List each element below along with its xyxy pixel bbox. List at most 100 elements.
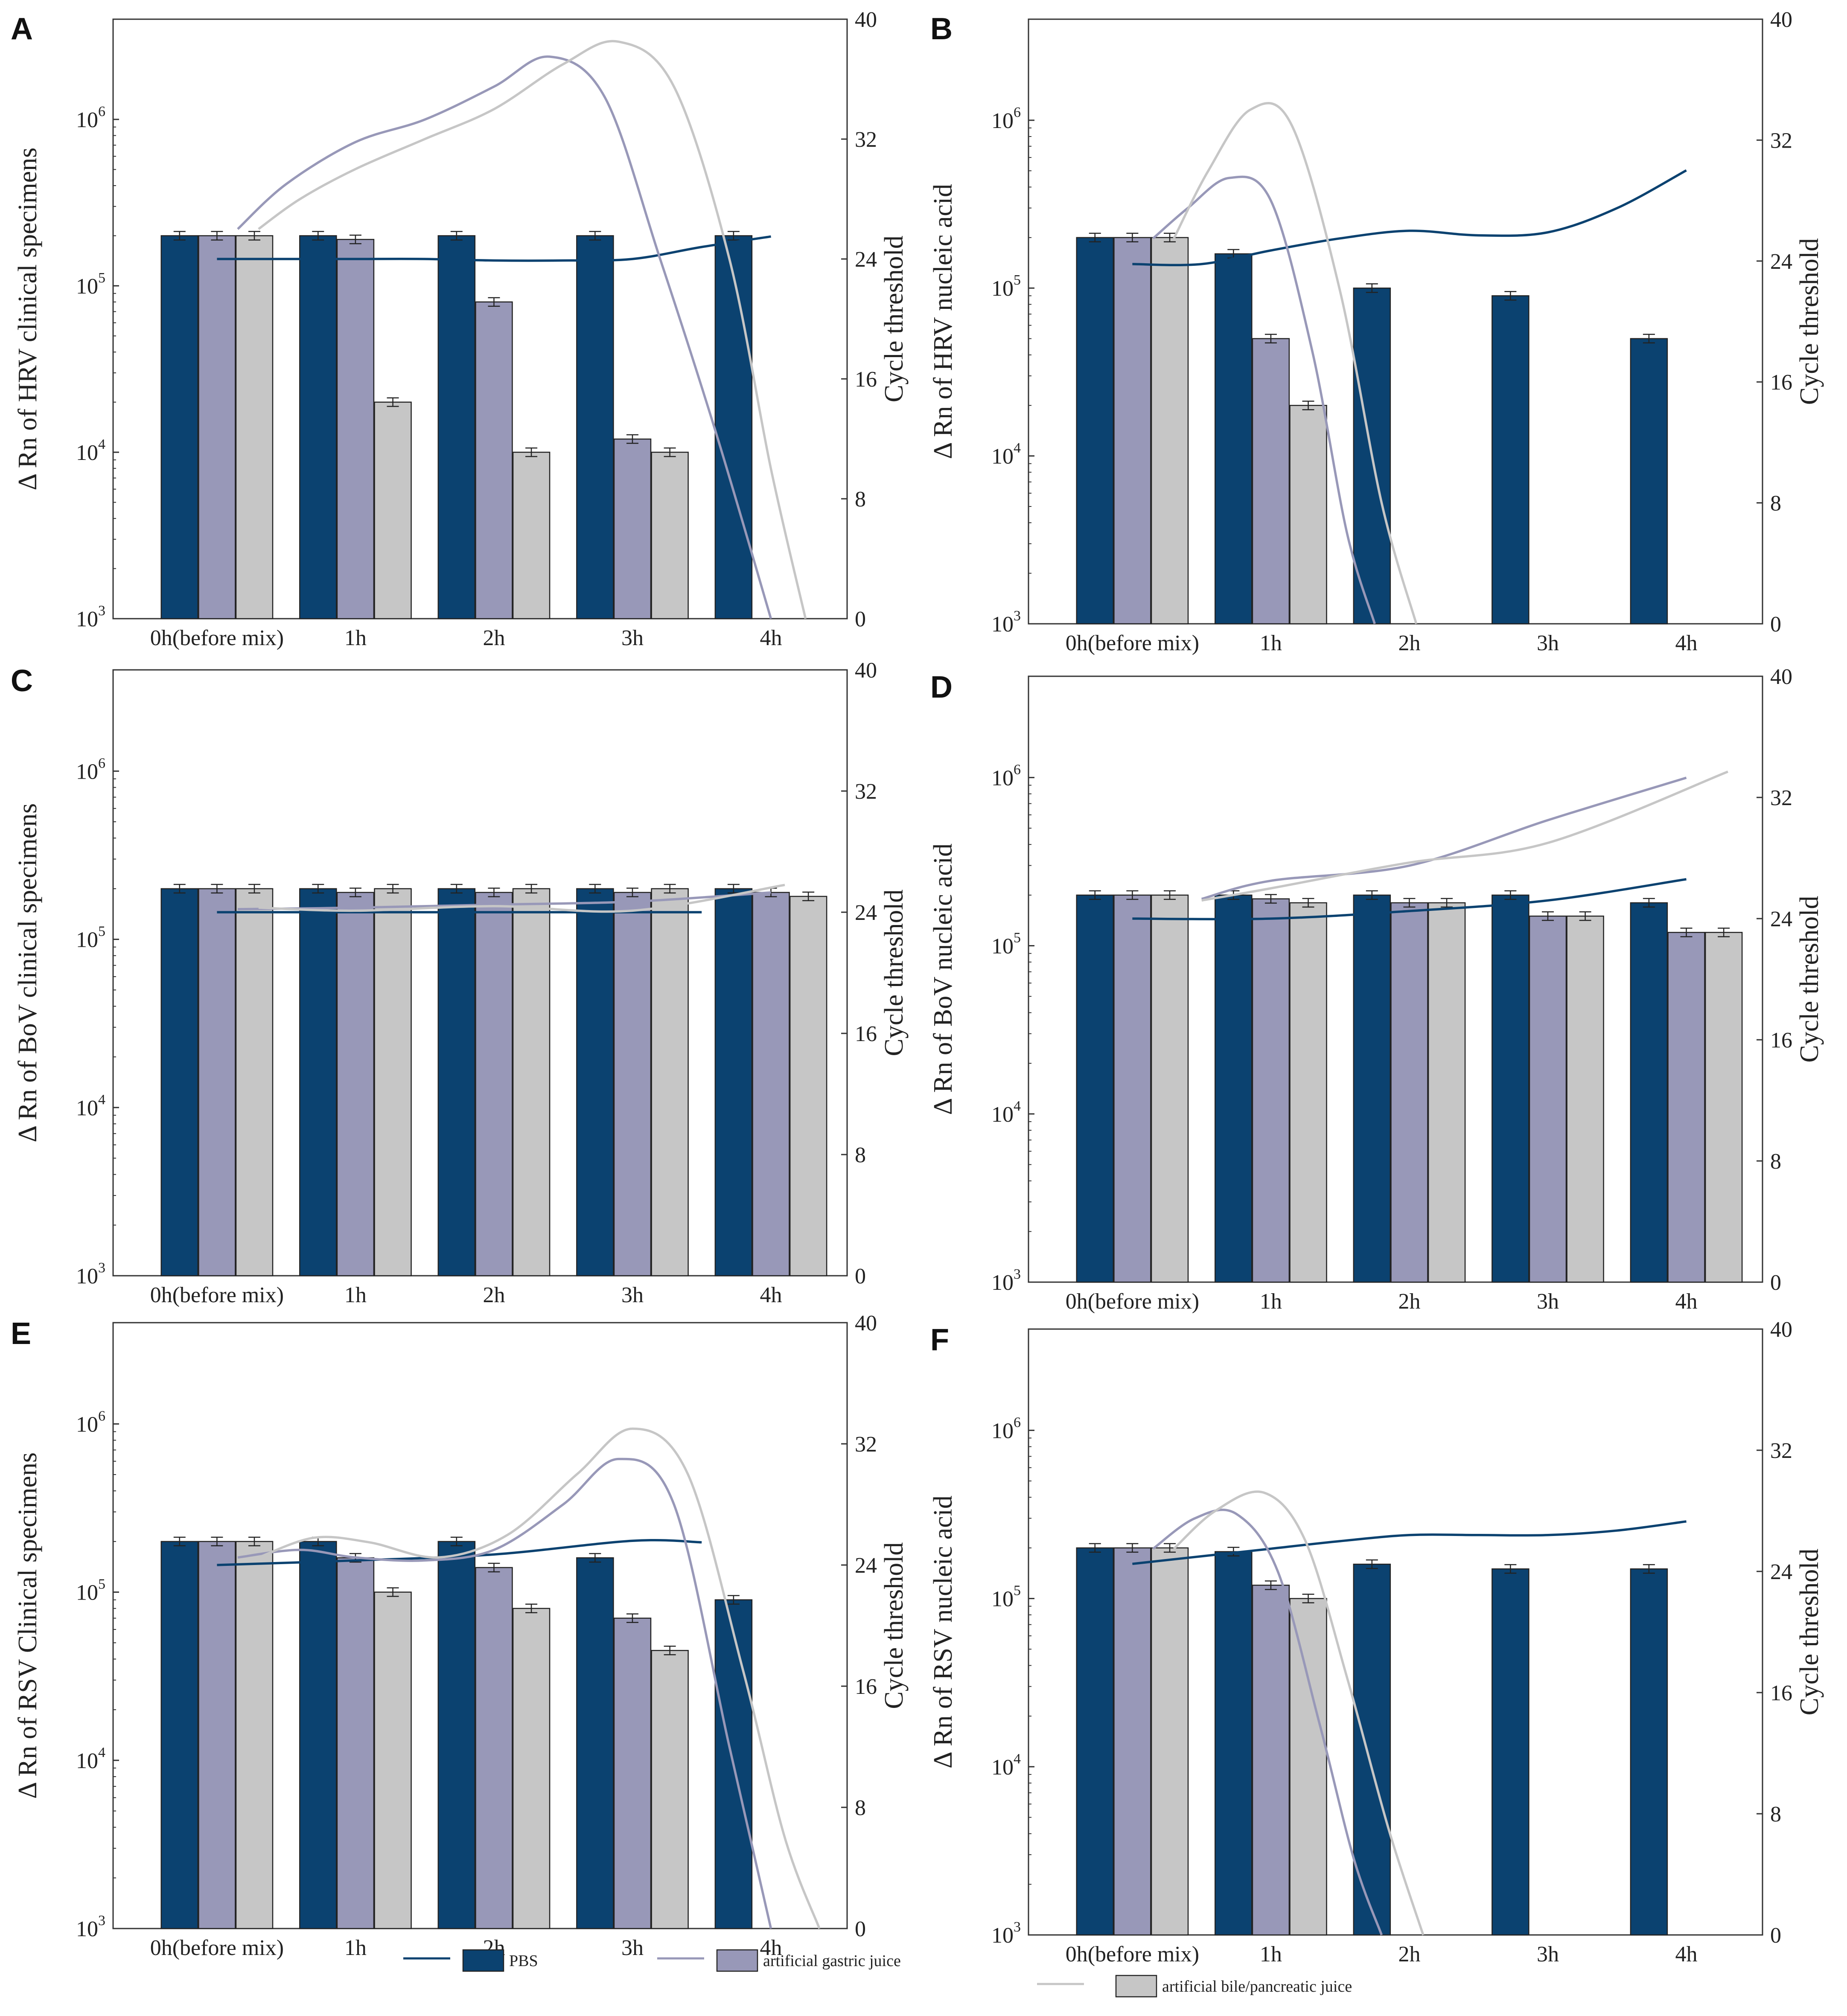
y2-tick-label: 32 [855, 780, 877, 804]
y-axis-label: Δ Rn of HRV nucleic acid [929, 184, 958, 459]
bar-artificial-gastric-juice [336, 239, 375, 620]
bar-pbs [1215, 1551, 1253, 1936]
ct-line-pbs [1132, 1520, 1687, 1565]
y-tick-label: 106 [76, 1408, 105, 1437]
panel-f: F 103 104 105 106 0 8 16 24 32 40 Δ Rn of RSV nucle… [929, 1318, 1824, 1967]
y2-axis-label: Cycle threshold [880, 236, 909, 402]
panel-label: F [930, 1323, 949, 1357]
y2-tick-label: 0 [855, 1264, 866, 1289]
ct-line-artificial-gastric-juice [238, 891, 771, 911]
ct-line-artificial-bile-pancreatic-juice [1173, 1490, 1425, 1935]
x-tick-label: 2h [1398, 631, 1420, 655]
bar-artificial-gastric-juice [336, 892, 375, 1277]
bar-artificial-bile-pancreatic-juice [512, 1608, 551, 1929]
bar-artificial-gastric-juice [1113, 894, 1151, 1283]
ct-line-artificial-bile-pancreatic-juice [1201, 771, 1728, 902]
bar-artificial-gastric-juice [1390, 902, 1428, 1283]
bar-pbs [160, 1541, 199, 1929]
bar-pbs [1353, 894, 1391, 1283]
x-tick-label: 0h(before mix) [150, 626, 284, 650]
bar-artificial-gastric-juice [1113, 237, 1151, 625]
bar-pbs [1215, 894, 1253, 1283]
bar-pbs [437, 888, 476, 1277]
bar-artificial-gastric-juice [752, 892, 790, 1277]
bar-artificial-bile-pancreatic-juice [651, 888, 689, 1277]
bar-artificial-gastric-juice [1529, 915, 1567, 1283]
x-tick-label: 0h(before mix) [1066, 631, 1199, 655]
bar-artificial-bile-pancreatic-juice [374, 401, 412, 620]
bar-artificial-bile-pancreatic-juice [1151, 1547, 1189, 1936]
bar-artificial-bile-pancreatic-juice [651, 1650, 689, 1929]
ct-line-pbs [1132, 878, 1687, 921]
bar-pbs [1492, 295, 1529, 625]
y2-tick-label: 40 [855, 8, 877, 32]
plot-frame [1028, 1328, 1763, 1936]
y-tick-label: 104 [76, 1745, 105, 1773]
panel-label: E [11, 1317, 31, 1351]
y2-tick-label: 8 [855, 1796, 866, 1820]
panel-c: C 103 104 105 106 0 8 16 24 32 40 Δ Rn of BoV clini… [11, 658, 909, 1307]
bar-artificial-bile-pancreatic-juice [651, 451, 689, 620]
panel-e: E 103 104 105 106 0 8 16 24 32 40 Δ Rn of RSV Clini… [11, 1311, 909, 1960]
bar-artificial-bile-pancreatic-juice [1289, 902, 1327, 1283]
x-tick-label: 0h(before mix) [1066, 1942, 1199, 1967]
y2-tick-label: 24 [1770, 250, 1792, 274]
panel-label: D [930, 670, 953, 704]
x-tick-label: 4h [1675, 631, 1698, 655]
bar-pbs [1076, 894, 1114, 1283]
y2-tick-label: 24 [855, 901, 877, 925]
x-tick-label: 2h [1398, 1289, 1420, 1314]
panel-d: D 103 104 105 106 0 8 16 24 32 40 Δ Rn of BoV nucle… [929, 665, 1824, 1314]
y-tick-label: 106 [991, 1414, 1021, 1443]
y-axis-label: Δ Rn of HRV clinical specimens [13, 148, 42, 491]
y-tick-label: 105 [76, 924, 105, 952]
y-axis-label: Δ Rn of RSV Clinical specimens [13, 1452, 42, 1799]
y-tick-label: 103 [76, 1260, 105, 1289]
bar-artificial-gastric-juice [336, 1557, 375, 1929]
bar-artificial-bile-pancreatic-juice [1427, 902, 1466, 1283]
bar-pbs [1630, 338, 1668, 625]
bar-pbs [437, 235, 476, 620]
bar-artificial-bile-pancreatic-juice [512, 451, 551, 620]
bar-pbs [576, 888, 614, 1277]
x-tick-label: 1h [1260, 1942, 1282, 1967]
x-tick-label: 3h [621, 626, 644, 650]
bar-artificial-gastric-juice [475, 301, 513, 620]
plot-frame [1028, 18, 1763, 625]
x-tick-label: 1h [1260, 1289, 1282, 1314]
bar-pbs [299, 1541, 337, 1929]
y-tick-label: 104 [76, 436, 105, 465]
x-tick-label: 4h [760, 626, 782, 650]
bar-artificial-bile-pancreatic-juice [374, 1591, 412, 1929]
bar-artificial-gastric-juice [613, 892, 652, 1277]
y2-tick-label: 16 [855, 1022, 877, 1046]
ct-line-artificial-gastric-juice [237, 55, 772, 619]
bar-artificial-bile-pancreatic-juice [1289, 404, 1327, 625]
y-tick-label: 103 [76, 603, 105, 631]
x-tick-label: 2h [483, 1283, 505, 1307]
panel-label: A [11, 12, 33, 46]
y2-tick-label: 32 [1770, 786, 1792, 810]
y2-tick-label: 0 [855, 607, 866, 631]
bar-pbs [1353, 1563, 1391, 1936]
legend-label-pbs: PBS [509, 1952, 538, 1970]
ct-line-artificial-bile-pancreatic-juice [258, 40, 807, 619]
x-tick-label: 2h [483, 626, 505, 650]
y-tick-label: 106 [76, 104, 105, 132]
ct-line-artificial-gastric-juice [1152, 175, 1376, 624]
legend-label-bile: artificial bile/pancreatic juice [1162, 1978, 1352, 1996]
y2-tick-label: 24 [1770, 1560, 1792, 1584]
y2-axis-label: Cycle threshold [880, 1542, 909, 1709]
y-axis-label: Δ Rn of RSV nucleic acid [929, 1495, 958, 1769]
y-tick-label: 103 [991, 608, 1021, 637]
bar-artificial-bile-pancreatic-juice [235, 1541, 274, 1929]
y-tick-label: 105 [991, 272, 1021, 301]
bar-pbs [1630, 1568, 1668, 1936]
bar-pbs [299, 888, 337, 1277]
y-tick-label: 104 [991, 440, 1021, 469]
bar-artificial-bile-pancreatic-juice [1151, 237, 1189, 625]
y-tick-label: 103 [991, 1266, 1021, 1295]
bar-artificial-gastric-juice [475, 1567, 513, 1929]
x-tick-label: 4h [1675, 1942, 1698, 1967]
y2-axis-label: Cycle threshold [1795, 1549, 1824, 1716]
